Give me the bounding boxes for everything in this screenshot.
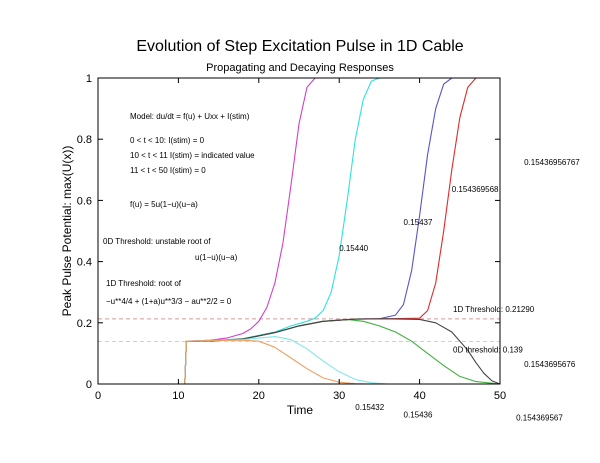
series-label-5: 0.154369567 xyxy=(516,414,563,423)
y-axis: 0 0.2 0.4 0.6 0.8 1 xyxy=(77,73,500,391)
series-line-7 xyxy=(98,339,500,385)
model-annotations: Model: du/dt = f(u) + Uxx + I(stim) 0 < … xyxy=(103,112,255,306)
reference-label-0: 1D Threshold: 0.21290 xyxy=(453,305,535,314)
y-tick-label-4: 0.8 xyxy=(77,134,92,146)
annotation-phase-1: 0 < t < 10: I(stim) = 0 xyxy=(130,136,205,145)
y-tick-label-0: 0 xyxy=(86,379,92,391)
annotation-fu: f(u) = 5u(1−u)(u−a) xyxy=(130,200,198,209)
series-line-4 xyxy=(98,318,501,385)
x-tick-label-4: 40 xyxy=(413,390,425,402)
series-label-3: 0.15436956767 xyxy=(524,158,580,167)
series-label-2: 0.154369568 xyxy=(452,185,499,194)
chart-title: Evolution of Step Excitation Pulse in 1D… xyxy=(136,38,463,55)
series-label-0: 0.15440 xyxy=(339,244,368,253)
y-tick-label-1: 0.2 xyxy=(77,318,92,330)
annotation-0d-threshold: 0D Threshold: unstable root of xyxy=(103,237,211,246)
y-axis-label: Peak Pulse Potential: max(U(x)) xyxy=(60,146,74,317)
series-label-6: 0.15436 xyxy=(404,411,433,420)
annotation-phase-3: 11 < t < 50 I(stim) = 0 xyxy=(130,166,206,175)
series-layer xyxy=(98,77,501,385)
x-tick-label-5: 50 xyxy=(494,390,506,402)
series-line-5 xyxy=(98,318,501,385)
y-tick-label-3: 0.6 xyxy=(77,195,92,207)
annotation-phase-2: 10 < t < 11 I(stim) = indicated value xyxy=(130,151,255,160)
series-label-7: 0.15432 xyxy=(355,403,384,412)
chart-subtitle: Propagating and Decaying Responses xyxy=(206,62,394,74)
x-axis: 0 10 20 30 40 50 xyxy=(95,78,506,402)
annotation-1d-root: −u**4/4 + (1+a)u**3/3 − au**2/2 = 0 xyxy=(106,297,232,306)
x-tick-label-0: 0 xyxy=(95,390,101,402)
annotation-model: Model: du/dt = f(u) + Uxx + I(stim) xyxy=(130,112,250,121)
x-axis-label: Time xyxy=(287,403,314,417)
x-tick-label-1: 10 xyxy=(172,390,184,402)
series-label-1: 0.15437 xyxy=(404,218,433,227)
y-tick-label-2: 0.4 xyxy=(77,257,92,269)
reference-label-1: 0D threshold: 0.139 xyxy=(453,345,523,354)
reference-lines xyxy=(98,318,500,342)
x-tick-label-3: 30 xyxy=(333,390,345,402)
x-tick-label-2: 20 xyxy=(253,390,265,402)
series-label-4: 0.1543695676 xyxy=(524,360,576,369)
series-labels: 1D Threshold: 0.21290 0D threshold: 0.139… xyxy=(339,158,580,423)
annotation-0d-root: u(1−u)(u−a) xyxy=(195,253,238,262)
y-tick-label-5: 1 xyxy=(86,73,92,85)
plot-frame xyxy=(97,77,501,385)
series-line-6 xyxy=(98,336,500,385)
annotation-1d-threshold: 1D Threshold: root of xyxy=(106,279,182,288)
series-line-0 xyxy=(98,77,500,385)
